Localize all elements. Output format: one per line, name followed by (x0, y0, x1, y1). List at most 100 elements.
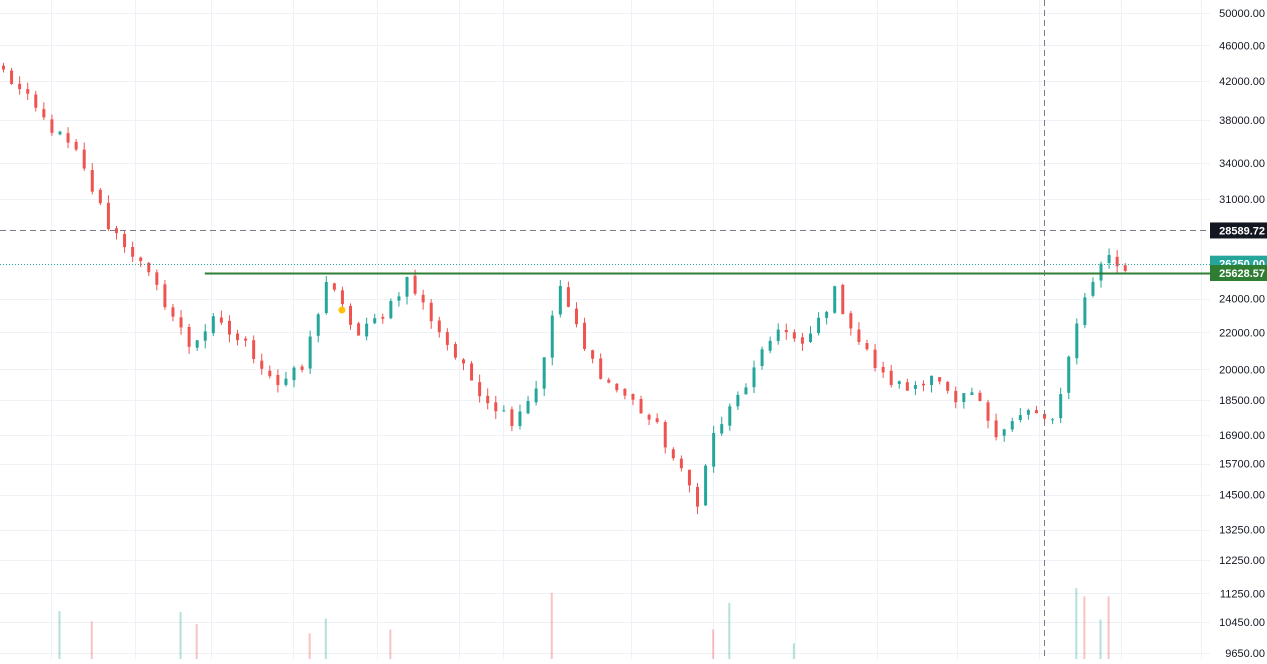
support-price-label-text: 25628.57 (1219, 268, 1265, 280)
candle-body (147, 262, 151, 273)
candle (1010, 417, 1014, 432)
price-axis[interactable]: 50000.00 46000.00 42000.00 38000.00 34000.00… (1210, 8, 1267, 660)
candle (776, 323, 780, 345)
candle-body (219, 317, 223, 323)
crosshair-price-label: 28589.72 (1210, 222, 1267, 239)
candle-body (486, 395, 490, 404)
candle (784, 323, 788, 340)
candle-body (768, 340, 772, 351)
candle (591, 349, 595, 364)
price-tick-label: 11250.00 (1220, 588, 1265, 600)
candle (905, 378, 909, 391)
candle (518, 404, 522, 430)
price-tick-label: 9650.00 (1225, 648, 1265, 659)
candle (946, 381, 950, 394)
candle-body (776, 329, 780, 341)
candle (631, 393, 635, 406)
candle (566, 281, 570, 308)
price-tick-label: 24000.00 (1219, 294, 1265, 306)
candle-body (655, 418, 659, 422)
price-tick-label: 20000.00 (1219, 364, 1265, 376)
candle-body (397, 296, 401, 301)
candle-body (986, 402, 990, 421)
candle (1034, 405, 1038, 414)
price-tick-label: 50000.00 (1219, 8, 1265, 20)
candle (704, 464, 708, 506)
event-marker[interactable] (338, 306, 346, 314)
candle (1107, 248, 1111, 269)
candle (373, 313, 377, 325)
candle-body (800, 337, 804, 344)
candle (211, 313, 215, 337)
candle (833, 285, 837, 314)
volume-bar (389, 629, 392, 659)
support-price-label-bg (1210, 265, 1267, 282)
candle (712, 425, 716, 473)
candle (599, 353, 603, 380)
candle (486, 388, 490, 410)
candle-body (292, 367, 296, 381)
candle-body (534, 388, 538, 403)
candle-body (1002, 429, 1006, 436)
overlays (0, 0, 1210, 659)
candle-body (461, 359, 465, 364)
candle (913, 381, 917, 396)
candle-body (679, 458, 683, 469)
price-tick-label: 13250.00 (1219, 525, 1265, 537)
candle (1083, 292, 1087, 329)
candle (687, 469, 691, 493)
candle-body (50, 119, 54, 133)
candle (42, 102, 46, 121)
candle-body (1091, 281, 1095, 296)
candle (1018, 408, 1022, 423)
candle (897, 380, 901, 389)
volume-bar (90, 621, 93, 659)
candle-body (881, 366, 885, 373)
candle (18, 76, 22, 95)
candle-body (873, 349, 877, 368)
candle-body (647, 414, 651, 420)
candle-body (542, 357, 546, 389)
candle (155, 269, 159, 291)
price-tick-label: 18500.00 (1219, 395, 1265, 407)
candle-body (921, 383, 925, 386)
candle (1059, 387, 1063, 424)
candle-body (437, 320, 441, 333)
candle-body (615, 383, 619, 391)
volume-bar (1107, 596, 1110, 659)
candle-body (34, 94, 38, 108)
candle (809, 326, 812, 343)
candle-body (671, 449, 675, 459)
candle (58, 130, 62, 136)
candle (332, 282, 336, 292)
candle (284, 371, 288, 387)
candle (502, 405, 506, 412)
candle-body (2, 65, 5, 70)
candle-body (623, 388, 627, 396)
candle (219, 310, 223, 325)
price-tick-label: 46000.00 (1219, 40, 1265, 52)
candle (881, 361, 885, 378)
candle-body (123, 233, 127, 248)
candle-body (187, 326, 191, 347)
candle (736, 391, 740, 411)
candle-body (405, 276, 409, 297)
candle-body (453, 344, 457, 358)
volume-bars (58, 588, 1110, 659)
candle (1099, 261, 1103, 288)
candle (316, 312, 320, 343)
candle (147, 261, 151, 277)
candle (2, 62, 5, 73)
candle-body (252, 340, 256, 360)
volume-bar (58, 611, 61, 659)
candle (405, 276, 409, 305)
crosshair-price-label-text: 28589.72 (1219, 225, 1265, 237)
candle-body (1107, 254, 1111, 264)
volume-bar (324, 618, 327, 659)
volume-bar (550, 592, 553, 659)
candle-body (131, 246, 135, 257)
candle (542, 356, 546, 396)
candle (429, 299, 433, 329)
